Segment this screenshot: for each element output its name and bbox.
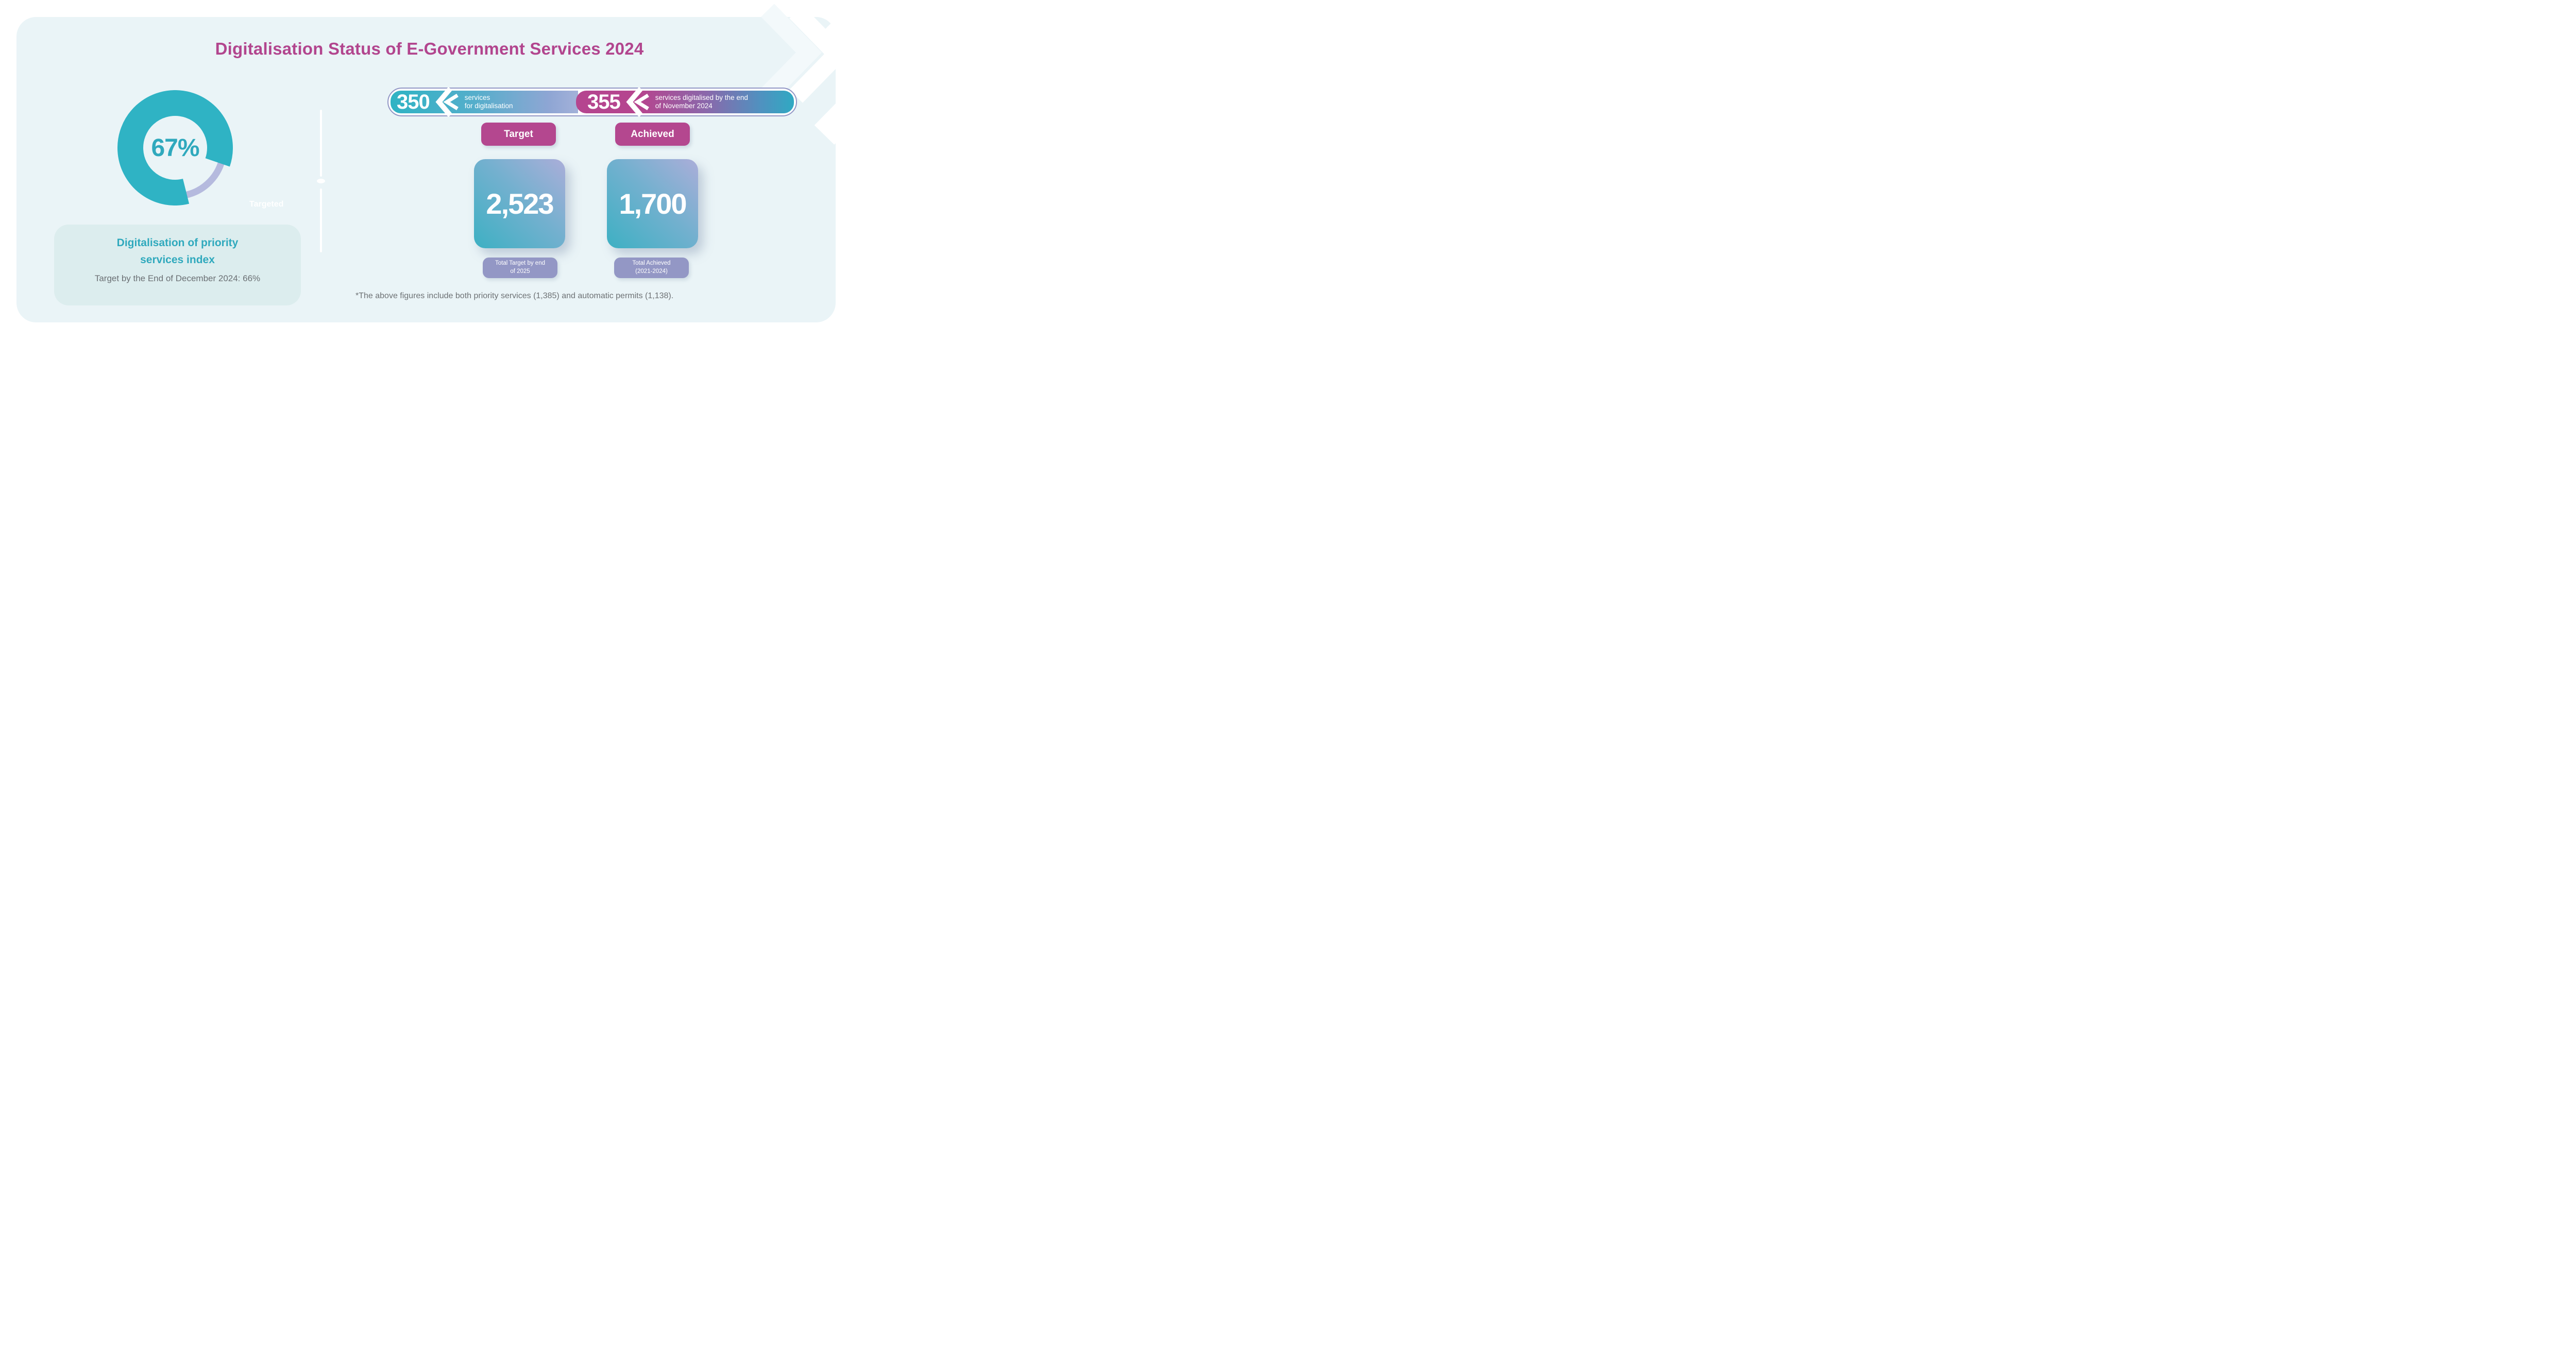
footnote: *The above figures include both priority… — [355, 291, 674, 300]
index-title-line2: services index — [140, 253, 215, 266]
banner-achieved-segment: 355 services digitalised by the end of N… — [576, 87, 794, 117]
double-chevron-left-icon — [435, 87, 459, 117]
banner-target-label-line1: services — [464, 93, 490, 101]
index-card-note: Target by the End of December 2024: 66% — [94, 273, 261, 284]
banner-target-value: 350 — [397, 91, 430, 113]
banner-achieved-label-line1: services digitalised by the end — [655, 93, 748, 101]
target-total-card: 2,523 — [474, 159, 565, 248]
banner-target-segment: 350 services for digitalisation — [391, 87, 578, 117]
banner-achieved-value: 355 — [587, 91, 621, 113]
kpi-banner: 350 services for digitalisation 355 serv — [387, 87, 797, 117]
achieved-badge-line2: (2021-2024) — [635, 268, 668, 275]
section-divider-top — [320, 110, 322, 177]
donut-series-label: Targeted — [249, 200, 284, 209]
achieved-badge-line1: Total Achieved — [632, 260, 671, 267]
banner-achieved-label-line2: of November 2024 — [655, 102, 713, 110]
double-chevron-left-icon — [626, 87, 649, 117]
index-summary-card: Digitalisation of priority services inde… — [54, 225, 301, 305]
banner-achieved-label: services digitalised by the end of Novem… — [655, 94, 748, 110]
target-badge-line1: Total Target by end — [495, 260, 545, 267]
banner-target-label-line2: for digitalisation — [464, 102, 513, 110]
donut-percentage: 67% — [151, 134, 199, 162]
section-divider-bottom — [320, 188, 322, 252]
donut-chart: 67% — [117, 90, 233, 205]
achieved-badge: Total Achieved (2021-2024) — [614, 258, 689, 278]
index-title-line1: Digitalisation of priority — [116, 237, 239, 249]
donut-targeted-arc — [117, 90, 233, 205]
target-badge: Total Target by end of 2025 — [483, 258, 557, 278]
section-divider-dot — [317, 179, 325, 183]
index-card-title: Digitalisation of priority services inde… — [54, 235, 301, 268]
decor-double-chevron-right-icon — [761, 4, 859, 145]
infographic-page: Digitalisation Status of E-Government Se… — [0, 0, 859, 339]
target-button[interactable]: Target — [481, 123, 556, 146]
achieved-button[interactable]: Achieved — [615, 123, 690, 146]
achieved-total-card: 1,700 — [607, 159, 698, 248]
page-title: Digitalisation Status of E-Government Se… — [215, 39, 644, 58]
banner-target-label: services for digitalisation — [465, 94, 513, 110]
kpi-banner-inner: 350 services for digitalisation 355 serv — [391, 87, 794, 117]
target-badge-line2: of 2025 — [510, 268, 530, 275]
donut-rings — [117, 90, 233, 205]
